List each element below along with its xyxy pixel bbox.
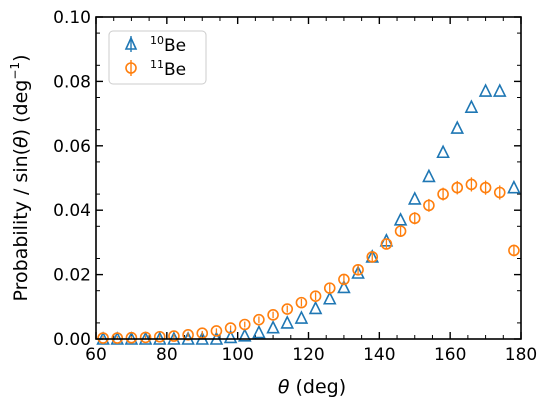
legend-entry-11be: 11Be — [125, 58, 186, 80]
data-point-11be — [295, 296, 308, 309]
data-point-10be — [294, 310, 309, 324]
x-tick-label: 100 — [221, 345, 253, 365]
legend-marker-10be — [124, 36, 138, 50]
data-point-10be — [223, 329, 238, 344]
x-tick-label: 160 — [434, 345, 466, 365]
data-point-11be — [182, 329, 194, 341]
legend: 10Be 11Be — [108, 30, 207, 85]
data-point-11be — [139, 331, 152, 344]
x-tick-label: 120 — [292, 345, 324, 365]
legend-entry-10be: 10Be — [124, 34, 186, 56]
series-11be — [97, 177, 520, 344]
data-point-10be — [478, 83, 493, 97]
data-point-11be — [253, 313, 265, 326]
legend-label-10be: 10Be — [150, 34, 186, 56]
data-point-11be — [508, 244, 520, 257]
x-tick-label: 80 — [156, 345, 178, 365]
data-point-11be — [111, 332, 124, 344]
data-point-10be — [422, 168, 436, 183]
y-tick-label: 0.10 — [53, 8, 91, 28]
y-tick-label: 0.08 — [53, 72, 91, 92]
data-point-11be — [281, 303, 294, 315]
data-point-11be — [267, 309, 279, 321]
data-point-11be — [451, 181, 464, 194]
data-point-11be — [323, 282, 336, 294]
y-tick-label: 0.00 — [53, 330, 91, 350]
data-point-10be — [266, 319, 280, 334]
data-point-11be — [423, 199, 435, 212]
plot-frame — [95, 16, 522, 340]
data-point-10be — [450, 120, 465, 134]
series-layer — [96, 83, 521, 345]
data-point-10be — [322, 290, 337, 305]
data-point-11be — [394, 225, 407, 237]
data-point-11be — [168, 330, 180, 342]
data-point-11be — [338, 273, 350, 286]
data-point-10be — [280, 315, 295, 329]
data-point-11be — [437, 188, 449, 200]
data-point-11be — [408, 212, 421, 225]
y-tick-label: 0.04 — [53, 201, 91, 221]
data-point-10be — [237, 327, 252, 342]
data-point-11be — [352, 263, 364, 276]
data-point-11be — [97, 332, 109, 344]
data-point-11be — [465, 178, 478, 191]
data-point-10be — [492, 83, 507, 97]
data-point-11be — [493, 186, 506, 199]
y-axis-ticks: 0.00 0.02 0.04 0.06 0.08 0.10 — [53, 8, 521, 350]
data-point-10be — [393, 212, 408, 226]
data-point-11be — [366, 251, 379, 263]
x-tick-label: 60 — [85, 345, 107, 365]
data-point-10be — [464, 99, 479, 113]
data-point-11be — [380, 238, 393, 250]
data-point-11be — [224, 322, 237, 334]
y-tick-label: 0.06 — [53, 137, 91, 157]
data-point-10be — [337, 279, 351, 294]
data-point-10be — [351, 265, 365, 279]
series-10be — [96, 83, 521, 345]
data-point-11be — [238, 318, 251, 331]
data-point-10be — [436, 144, 450, 159]
x-axis-label: θ (deg) — [278, 376, 346, 398]
data-point-11be — [125, 331, 138, 344]
y-axis-label: Probability / sin(θ) (deg−1) — [8, 55, 32, 302]
x-tick-label: 140 — [363, 345, 395, 365]
data-point-11be — [153, 330, 166, 343]
legend-label-11be: 11Be — [150, 58, 186, 80]
data-point-10be — [407, 191, 422, 205]
data-point-10be — [252, 324, 266, 339]
data-point-11be — [479, 181, 492, 194]
data-point-10be — [308, 300, 323, 315]
x-tick-label: 180 — [505, 345, 537, 365]
data-point-10be — [507, 179, 521, 194]
legend-marker-11be — [125, 62, 137, 74]
y-tick-label: 0.02 — [53, 266, 91, 286]
data-point-11be — [210, 325, 223, 337]
data-point-11be — [309, 290, 322, 302]
